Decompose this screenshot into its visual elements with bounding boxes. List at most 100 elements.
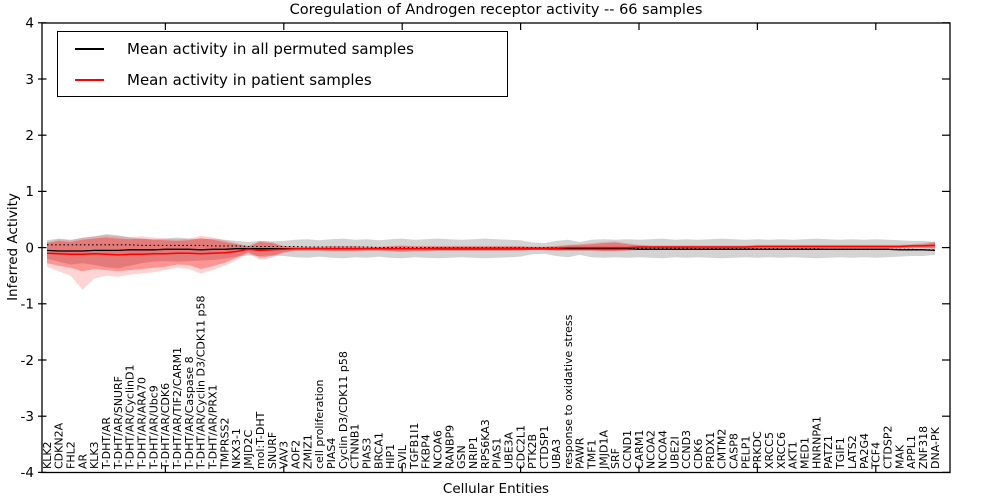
x-category-label: CCND3 [680,430,693,469]
x-category-label: PIAS1 [491,438,504,469]
x-category-label: PRKDC [751,431,764,469]
x-category-label: CDK6 [692,439,705,469]
patient-mean-line [46,244,936,256]
x-category-label: DNA-PK [929,426,942,469]
x-category-label: NRIP1 [467,436,480,469]
x-category-label: UBE3A [503,431,516,469]
x-category-label: FHL2 [65,441,78,469]
x-category-label: BRCA1 [372,432,385,469]
y-axis-title: Inferred Activity [5,193,21,301]
x-category-label: T-DHT/AR/CDK6 [159,383,172,470]
x-category-label: LATS2 [846,435,859,469]
x-category-label: ZMIZ1 [301,434,314,469]
x-category-label: CCND1 [621,430,634,469]
x-category-label: mol:T-DHT [254,411,267,469]
x-category-label: CARM1 [633,430,646,469]
x-category-label: response to oxidative stress [562,314,575,469]
y-tick-label: 2 [25,128,34,144]
x-category-label: XRCC5 [763,432,776,469]
legend-line-permuted [75,47,104,50]
x-category-label: PIAS4 [325,438,338,469]
y-tick-label: 4 [25,16,34,32]
legend-entry-patient: Mean activity in patient samples [58,64,507,95]
x-category-label: NCOA2 [645,430,658,469]
x-category-label: TCF4 [870,442,883,470]
x-category-label: ZNF318 [917,426,930,469]
x-category-label: CTNNB1 [349,424,362,469]
x-category-label: RPS6KA3 [479,419,492,469]
x-category-label: PAWR [574,437,587,469]
x-category-label: RANBP9 [443,425,456,469]
legend-entry-permuted: Mean activity in all permuted samples [58,33,507,64]
x-category-label: FKBP4 [420,434,433,469]
x-category-label: CTDSP2 [881,426,894,469]
x-category-label: SVIL [396,444,409,469]
x-category-label: TMF1 [585,439,598,470]
x-category-label: T-DHT/AR/ARA70 [136,377,149,470]
x-category-label: Cyclin D3/CDK11 p58 [337,351,350,469]
x-category-label: NCOA6 [432,430,445,469]
x-category-label: KLK2 [41,441,54,469]
legend-box: Mean activity in all permuted samples Me… [57,31,508,97]
x-category-label: VAV3 [278,441,291,469]
x-category-label: NKX3-1 [230,428,243,469]
x-category-label: HIP1 [384,444,397,469]
x-axis-title: Cellular Entities [442,481,550,497]
y-tick-label: 1 [25,184,34,200]
x-category-label: TGIF1 [834,437,847,470]
patient-inner-band [47,237,935,272]
x-category-label: cell proliferation [313,379,326,469]
y-tick-label: -1 [21,297,34,313]
x-category-label: T-DHT/AR/TIF2/CARM1 [171,347,184,470]
x-category-label: NCOA4 [657,430,670,469]
x-category-label: T-DHT/AR/Ubc9 [147,385,160,470]
x-category-label: CMTM2 [716,429,729,469]
x-category-label: T-DHT/AR/Cyclin D3/CDK11 p58 [195,295,208,470]
x-category-label: MED1 [799,437,812,469]
chart-title: Coregulation of Androgen receptor activi… [289,2,703,18]
x-category-label: PIAS3 [361,438,374,469]
x-category-label: XRCC6 [775,432,788,469]
x-category-label: SNURF [266,432,279,469]
x-category-label: AR [76,453,89,469]
x-category-label: AKT1 [787,441,800,469]
x-category-label: TMPRSS2 [218,418,231,470]
legend-label-permuted: Mean activity in all permuted samples [127,39,414,58]
x-category-label: T-DHT/AR/SNURF [112,376,125,470]
x-category-label: PA2G4 [858,433,871,469]
x-category-label: T-DHT/AR/Caspase 8 [183,356,196,470]
x-category-label: GSN [455,445,468,469]
y-tick-label: -3 [21,409,34,425]
x-category-label: KLK3 [88,441,101,469]
x-category-label: UBA3 [550,439,563,469]
x-category-label: TGFB1I1 [408,423,421,470]
y-tick-label: 0 [25,240,34,256]
legend-label-patient: Mean activity in patient samples [127,70,372,89]
x-category-label: CTDSP1 [538,426,551,469]
x-category-label: SRF [609,448,622,469]
x-category-label: PELP1 [739,436,752,469]
x-category-label: APPL1 [905,435,918,469]
x-category-label: CASP8 [728,433,741,469]
x-category-label: PTK2B [526,434,539,469]
x-category-label: PRDX1 [704,432,717,469]
y-tick-label: -4 [21,465,34,481]
x-category-label: PATZ1 [822,435,835,469]
x-category-label: T-DHT/AR/PRX1 [207,384,220,470]
x-category-label: UBE2I [668,436,681,469]
x-category-label: CDC2L1 [514,425,527,469]
x-category-label: MAK [893,444,906,469]
y-tick-label: 3 [25,72,34,88]
x-category-label: JMJD2C [242,430,255,470]
x-category-label: CDKN2A [53,422,66,469]
x-category-label: HNRNPA1 [810,416,823,469]
x-category-label: T-DHT/AR/CyclinD1 [124,364,137,470]
x-category-label: AOF2 [289,440,302,469]
legend-line-patient [75,78,104,81]
x-category-label: JMJD1A [597,430,610,470]
permuted-std-band [47,234,935,269]
y-tick-label: -2 [21,353,34,369]
x-category-label: T-DHT/AR [100,417,113,470]
